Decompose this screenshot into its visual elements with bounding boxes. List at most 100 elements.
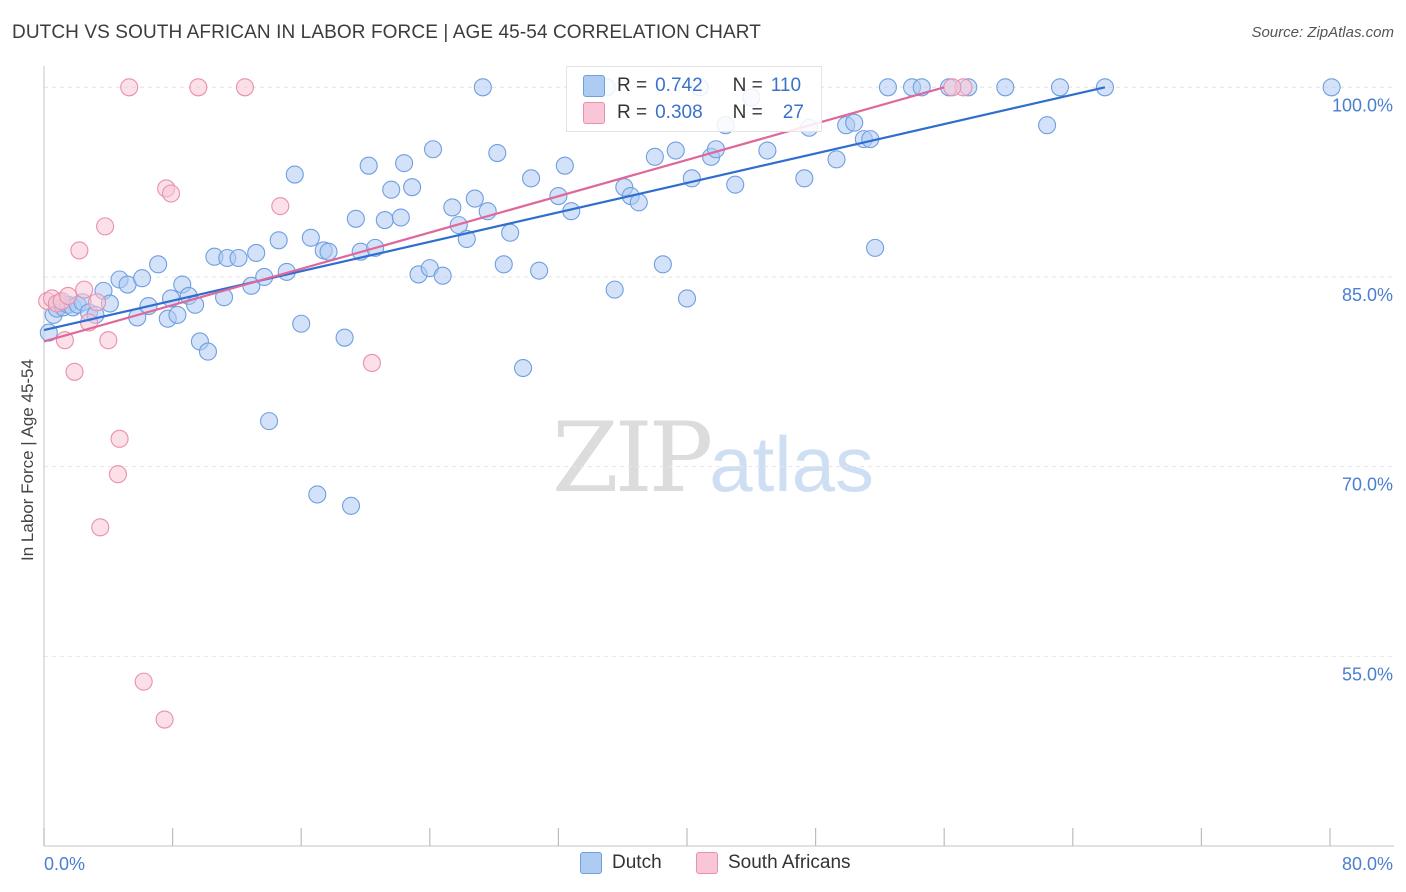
south-africans-point — [235, 78, 254, 97]
south-africans-point — [362, 353, 381, 373]
dutch-point — [795, 169, 814, 188]
dutch-point — [522, 169, 541, 188]
dutch-point — [653, 255, 672, 274]
dutch-point — [375, 211, 394, 230]
legend-label-dutch: Dutch — [612, 852, 662, 873]
south-africans-point — [110, 429, 129, 448]
south-africans-point — [108, 465, 127, 484]
tick-labels: 100.0% 85.0% 70.0% 55.0% 0.0% 80.0% — [44, 95, 1393, 874]
x-tick-label: 0.0% — [44, 854, 85, 874]
dutch-point — [666, 141, 685, 160]
dutch-point — [359, 156, 378, 175]
y-tick-label: 85.0% — [1342, 285, 1393, 305]
south-africans-point — [271, 197, 290, 216]
correlation-legend: R = 0.742 N = 110 R = 0.308 N = 27 — [566, 66, 822, 132]
south-africans-points — [38, 78, 973, 729]
r-value: 0.308 — [655, 102, 703, 123]
dutch-point — [758, 141, 777, 160]
south-africans-point — [189, 78, 208, 97]
dutch-point — [395, 154, 414, 173]
dutch-point — [473, 78, 492, 97]
dutch-point — [845, 113, 864, 132]
y-tick-label: 100.0% — [1332, 95, 1393, 115]
dutch-point — [555, 156, 574, 175]
dutch-point — [423, 140, 443, 159]
south-africans-point — [87, 293, 107, 312]
dutch-point — [1050, 78, 1069, 97]
dutch-point — [501, 223, 520, 242]
south-africans-swatch — [583, 102, 605, 124]
dutch-point — [433, 266, 452, 285]
dutch-point — [229, 248, 248, 268]
y-tick-label: 55.0% — [1342, 664, 1393, 684]
dutch-point — [301, 228, 320, 247]
dutch-point — [168, 305, 187, 324]
dutch-point — [133, 269, 152, 288]
south-africans-point — [59, 286, 78, 305]
dutch-point — [149, 255, 168, 274]
dutch-point — [465, 189, 484, 208]
dutch-point — [341, 496, 361, 515]
dutch-point — [247, 243, 266, 262]
dutch-point — [391, 208, 410, 227]
dutch-point — [996, 78, 1015, 97]
south-africans-point — [75, 280, 94, 299]
dutch-points — [39, 78, 1341, 515]
legend-row-south-africans: R = 0.308 N = 27 — [583, 100, 804, 126]
r-label: R = — [617, 102, 648, 123]
chart-source: Source: ZipAtlas.com — [1251, 24, 1394, 41]
dutch-point — [866, 238, 885, 257]
south-africans-point — [943, 78, 962, 97]
dutch-point — [878, 78, 897, 97]
dutch-point — [1322, 78, 1341, 97]
dutch-point — [382, 180, 401, 199]
dutch-point — [292, 314, 311, 333]
dutch-point — [259, 412, 279, 431]
dutch-point — [285, 165, 304, 184]
dutch-point — [494, 255, 513, 274]
watermark: ZIPatlas — [552, 402, 874, 514]
south-africans-point — [134, 672, 153, 691]
dutch-point — [269, 231, 288, 250]
legend-item-dutch[interactable]: Dutch — [580, 852, 662, 874]
south-africans-point — [65, 362, 84, 381]
gridlines — [44, 86, 1394, 657]
dutch-swatch — [580, 852, 602, 874]
south-africans-point — [96, 217, 115, 236]
dutch-point — [827, 150, 846, 169]
dutch-point — [726, 175, 745, 194]
south-africans-point — [155, 710, 174, 729]
chart-title: DUTCH VS SOUTH AFRICAN IN LABOR FORCE | … — [12, 22, 761, 43]
watermark-zip: ZIP — [552, 402, 713, 514]
n-label: N = — [732, 75, 763, 96]
r-value: 0.742 — [655, 75, 703, 96]
r-label: R = — [617, 75, 648, 96]
dutch-swatch — [583, 75, 605, 97]
n-label: N = — [732, 102, 763, 123]
watermark-atlas: atlas — [709, 420, 874, 508]
n-value: 27 — [782, 102, 804, 123]
dutch-point — [605, 280, 624, 299]
dutch-point — [198, 342, 218, 361]
south-africans-point — [70, 241, 89, 260]
south-africans-point — [120, 78, 139, 97]
dutch-point — [530, 261, 549, 280]
legend-label-south-africans: South Africans — [728, 852, 851, 873]
legend-item-south-africans[interactable]: South Africans — [696, 852, 851, 874]
dutch-point — [488, 143, 507, 163]
dutch-point — [346, 209, 365, 228]
legend-row-dutch: R = 0.742 N = 110 — [583, 73, 801, 99]
dutch-point — [403, 178, 422, 197]
y-tick-label: 70.0% — [1342, 475, 1393, 495]
axes — [43, 66, 1394, 847]
dutch-point — [335, 328, 354, 347]
south-africans-point — [161, 184, 181, 203]
dutch-point — [1038, 116, 1057, 135]
dutch-point — [645, 147, 664, 166]
dutch-point — [513, 358, 533, 378]
south-africans-point — [99, 331, 118, 350]
dutch-point — [443, 198, 462, 217]
n-value: 110 — [770, 75, 802, 96]
south-africans-swatch — [696, 852, 718, 874]
